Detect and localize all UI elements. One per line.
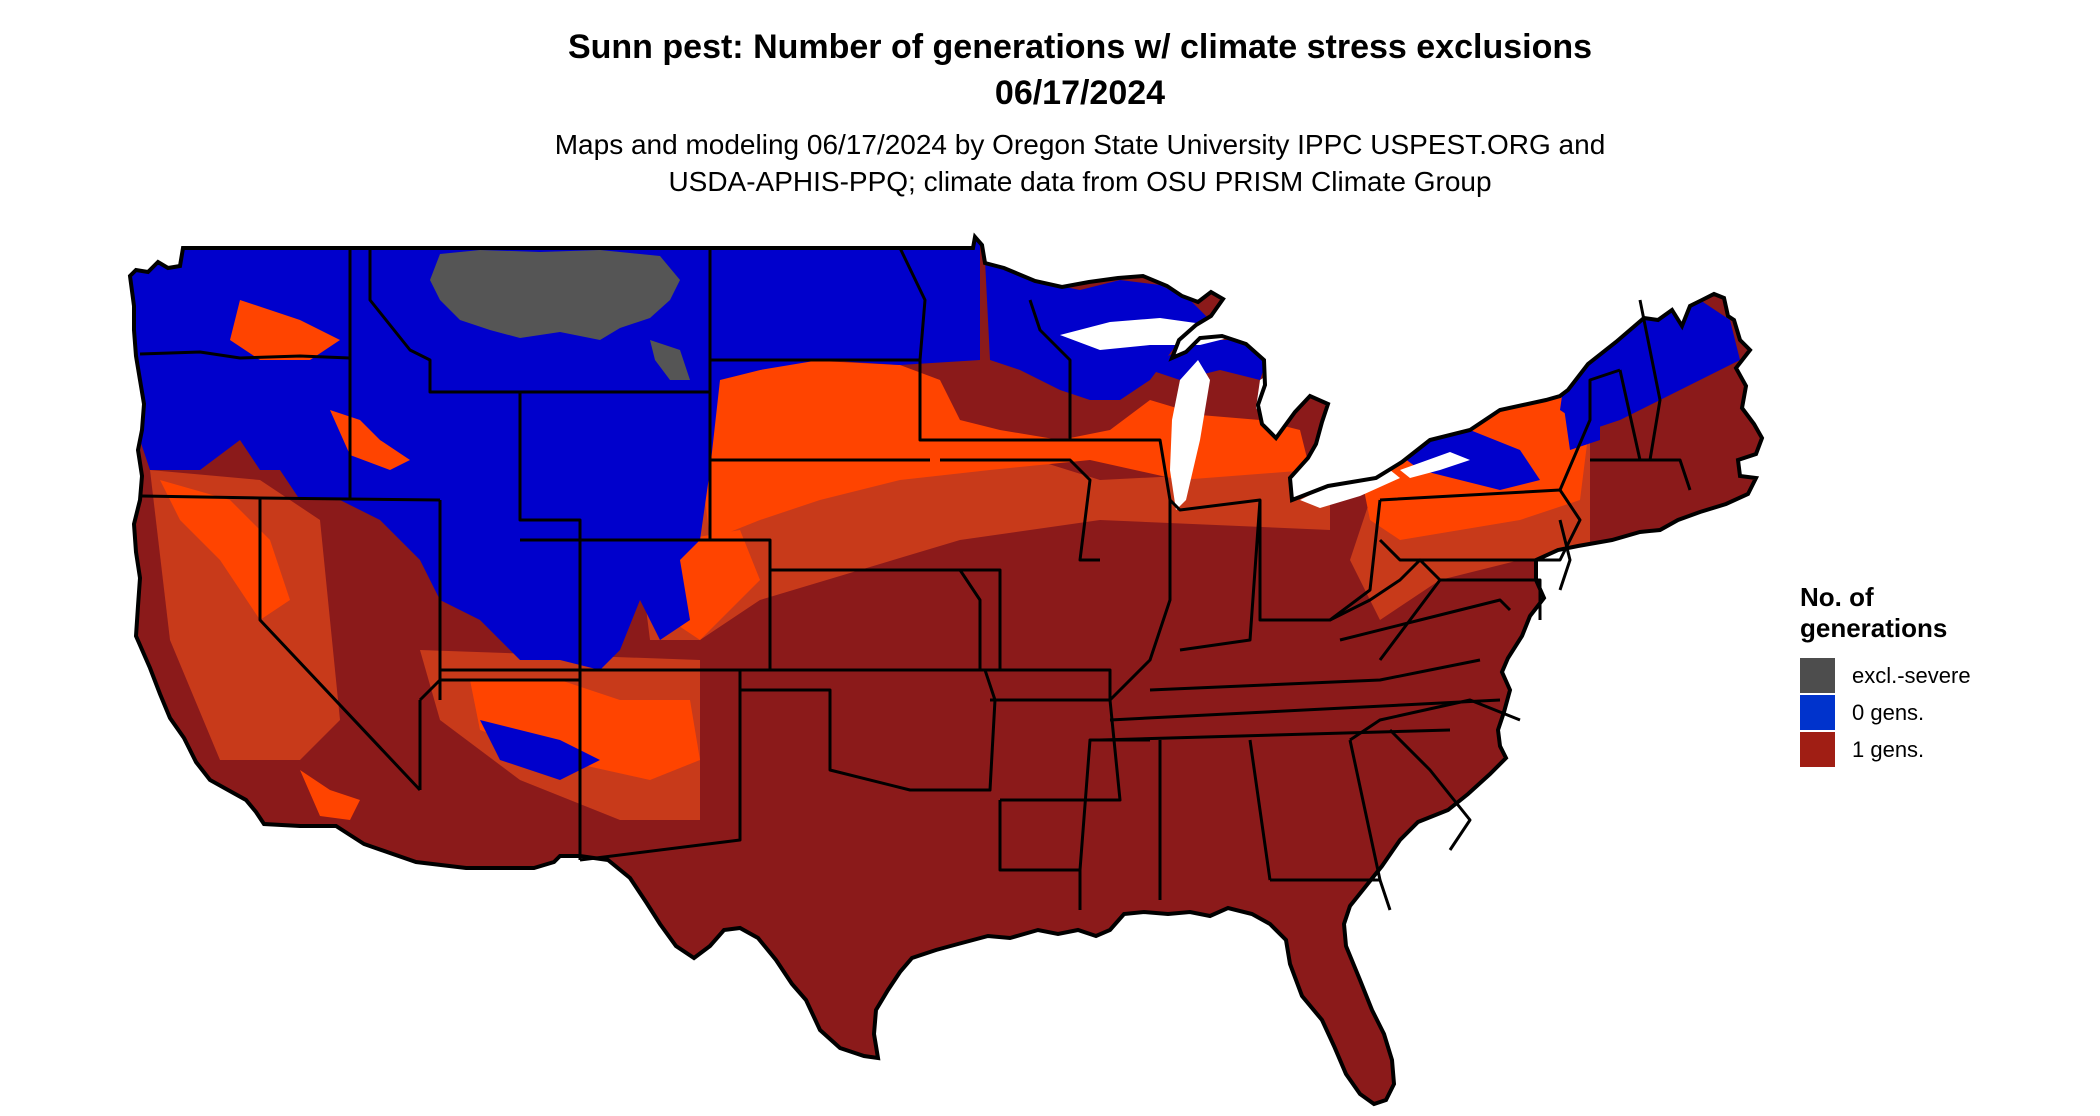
subtitle-line-2: USDA-APHIS-PPQ; climate data from OSU PR… (668, 166, 1492, 197)
legend-title-line-2: generations (1800, 613, 1948, 643)
title-line-2: 06/17/2024 (994, 74, 1166, 112)
legend-label-0-gens: 0 gens. (1852, 699, 1925, 725)
legend-swatch-excl-severe (1800, 658, 1835, 693)
legend: No. of generations excl.-severe 0 gens. … (1800, 582, 1971, 768)
map-subtitle: Maps and modeling 06/17/2024 by Oregon S… (0, 126, 2100, 200)
legend-item-excl-severe: excl.-severe (1800, 657, 1971, 694)
legend-swatch-0-gens (1800, 695, 1835, 730)
map-title: Sunn pest: Number of generations w/ clim… (0, 24, 2100, 116)
legend-title-line-1: No. of (1800, 582, 1874, 612)
title-line-1: Sunn pest: Number of generations w/ clim… (567, 28, 1593, 66)
legend-label-excl-severe: excl.-severe (1852, 662, 1971, 688)
legend-swatch-1-gens (1800, 732, 1835, 767)
legend-title: No. of generations (1800, 582, 1971, 644)
legend-item-0-gens: 0 gens. (1800, 694, 1971, 731)
legend-label-1-gens: 1 gens. (1852, 736, 1925, 762)
subtitle-line-1: Maps and modeling 06/17/2024 by Oregon S… (554, 129, 1606, 160)
legend-item-1-gens: 1 gens. (1800, 731, 1971, 768)
legend-items: excl.-severe 0 gens. 1 gens. (1800, 657, 1971, 768)
